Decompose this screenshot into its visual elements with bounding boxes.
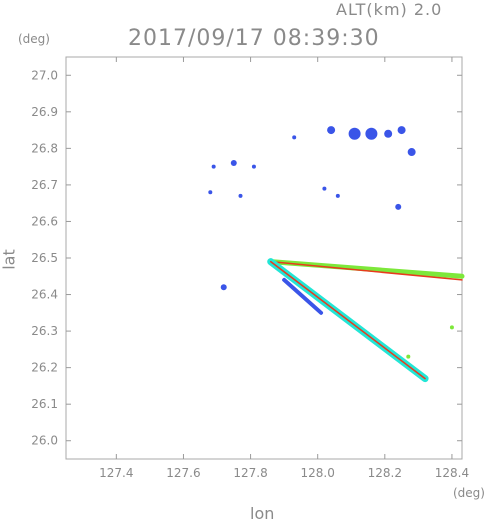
y-tick-label: 26.5 bbox=[31, 251, 58, 265]
x-tick-label: 127.4 bbox=[99, 466, 133, 480]
y-tick-label: 27.0 bbox=[31, 68, 58, 82]
echo-point bbox=[238, 193, 243, 198]
x-axis-ticks: 127.4 127.6 127.8 128.0 128.2 128.4 bbox=[99, 57, 469, 480]
x-tick-label: 128.2 bbox=[368, 466, 402, 480]
echo-point bbox=[348, 127, 361, 140]
y-tick-label: 26.0 bbox=[31, 434, 58, 448]
x-tick-label: 128.4 bbox=[435, 466, 469, 480]
echo-point bbox=[406, 354, 411, 359]
x-tick-label: 128.0 bbox=[301, 466, 335, 480]
echo-point bbox=[322, 186, 327, 191]
x-axis-label: lon bbox=[250, 504, 275, 523]
echo-band-red bbox=[269, 260, 426, 380]
echo-band-red bbox=[269, 260, 463, 281]
echo-bands bbox=[267, 258, 465, 383]
echo-point bbox=[220, 284, 227, 291]
echo-point bbox=[397, 126, 406, 135]
echo-point bbox=[365, 127, 378, 140]
y-tick-label: 26.1 bbox=[31, 397, 58, 411]
y-tick-label: 26.7 bbox=[31, 178, 58, 192]
y-axis-ticks: 26.0 26.1 26.2 26.3 26.4 26.5 26.6 26.7 26.8 26.9… bbox=[31, 68, 462, 448]
echo-points bbox=[208, 126, 454, 359]
plot-frame bbox=[65, 56, 463, 460]
echo-point bbox=[384, 129, 393, 138]
y-tick-label: 26.9 bbox=[31, 105, 58, 119]
echo-point bbox=[292, 135, 297, 140]
echo-point bbox=[211, 164, 216, 169]
y-tick-label: 26.4 bbox=[31, 288, 58, 302]
echo-band-blue bbox=[282, 277, 324, 315]
chart-timestamp: 2017/09/17 08:39:30 bbox=[128, 26, 380, 51]
x-tick-label: 127.8 bbox=[233, 466, 267, 480]
x-tick-label: 127.6 bbox=[166, 466, 200, 480]
y-tick-label: 26.6 bbox=[31, 214, 58, 228]
echo-point bbox=[327, 126, 336, 135]
echo-point bbox=[251, 164, 256, 169]
altitude-label: ALT(km) 2.0 bbox=[336, 0, 443, 19]
y-axis-unit: (deg) bbox=[18, 32, 50, 46]
y-tick-label: 26.2 bbox=[31, 361, 58, 375]
x-axis-unit: (deg) bbox=[453, 486, 485, 500]
echo-point bbox=[208, 190, 213, 195]
echo-point bbox=[407, 148, 416, 157]
echo-point bbox=[230, 159, 237, 166]
echo-point bbox=[395, 203, 402, 210]
y-tick-label: 26.8 bbox=[31, 141, 58, 155]
echo-point bbox=[449, 325, 454, 330]
y-tick-label: 26.3 bbox=[31, 324, 58, 338]
echo-point bbox=[335, 193, 340, 198]
